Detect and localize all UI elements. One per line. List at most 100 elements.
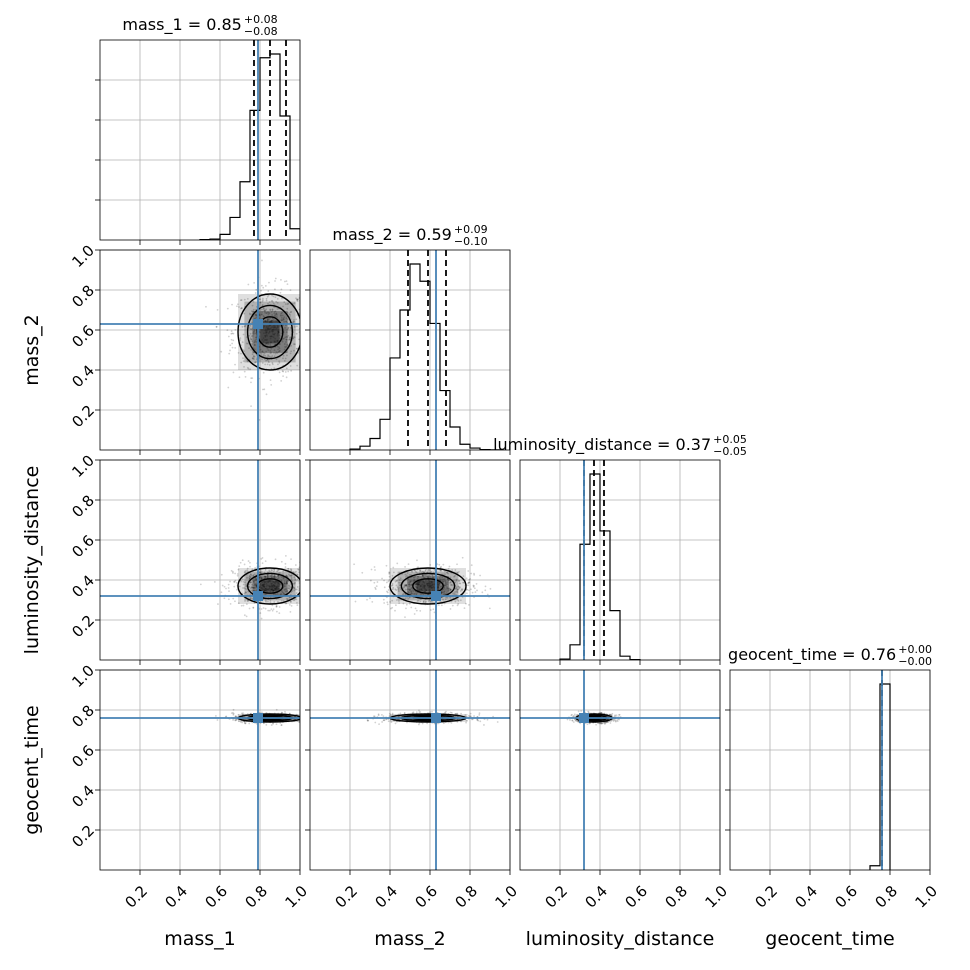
sample-point	[277, 600, 279, 603]
sample-point	[270, 574, 273, 576]
sample-point	[255, 314, 258, 316]
sample-point	[479, 574, 482, 577]
sample-point	[313, 584, 315, 586]
sample-point	[248, 722, 251, 725]
sample-point	[266, 573, 269, 576]
sample-point	[276, 326, 279, 329]
sample-point	[272, 326, 275, 329]
sample-point	[263, 388, 266, 391]
sample-point	[313, 721, 315, 723]
sample-point	[242, 349, 245, 352]
sample-point	[252, 587, 255, 590]
sample-point	[472, 584, 475, 587]
sample-point	[441, 591, 443, 594]
sample-point	[283, 583, 286, 586]
sample-point	[271, 335, 273, 338]
sample-point	[277, 582, 280, 585]
sample-point	[238, 565, 241, 568]
sample-point	[269, 343, 272, 346]
sample-point	[240, 352, 242, 355]
sample-point	[290, 558, 292, 561]
sample-point	[283, 348, 286, 351]
sample-point	[422, 580, 425, 582]
sample-point	[266, 347, 269, 350]
sample-point	[267, 313, 270, 316]
sample-point	[429, 564, 432, 566]
truth-point	[579, 713, 589, 723]
contour-line	[246, 572, 294, 600]
sample-point	[273, 341, 276, 344]
sample-point	[370, 568, 373, 571]
x-tick-label: 0.6	[411, 882, 441, 912]
sample-point	[391, 584, 394, 587]
sample-point	[285, 581, 288, 584]
sample-point	[385, 581, 388, 584]
truth-point	[431, 713, 441, 723]
sample-point	[416, 583, 419, 586]
sample-point	[280, 593, 283, 596]
sample-point	[260, 608, 263, 610]
sample-point	[306, 287, 308, 289]
sample-point	[396, 579, 399, 582]
sample-point	[423, 574, 426, 576]
sample-point	[277, 581, 279, 584]
sample-point	[287, 370, 290, 373]
sample-point	[416, 582, 419, 585]
sample-point	[404, 573, 407, 576]
sample-point	[446, 583, 449, 586]
sample-point	[446, 571, 448, 574]
sample-point	[449, 588, 452, 591]
sample-point	[293, 302, 296, 305]
sample-point	[417, 575, 420, 578]
sample-point	[270, 341, 272, 344]
sample-point	[284, 562, 287, 565]
sample-point	[383, 579, 385, 582]
sample-point	[278, 350, 281, 352]
sample-point	[271, 574, 273, 577]
sample-point	[289, 336, 292, 339]
sample-point	[419, 609, 422, 612]
sample-point	[243, 370, 246, 373]
sample-point	[261, 583, 264, 586]
sample-point	[399, 584, 402, 587]
panel-content	[520, 670, 720, 870]
sample-point	[269, 585, 272, 588]
sample-point	[606, 721, 609, 723]
sample-point	[426, 575, 429, 578]
sample-point	[296, 578, 299, 581]
sample-point	[273, 584, 276, 587]
sample-point	[600, 711, 603, 714]
sample-point	[288, 313, 291, 315]
sample-point	[266, 356, 269, 359]
panel-frame	[99, 249, 301, 451]
sample-point	[276, 345, 279, 348]
sample-point	[399, 577, 402, 580]
sample-point	[229, 349, 231, 352]
sample-point	[391, 606, 394, 609]
sample-point	[408, 574, 411, 576]
sample-point	[271, 579, 273, 582]
sample-point	[398, 581, 401, 584]
sample-point	[600, 722, 603, 725]
sample-point	[292, 582, 295, 585]
sample-point	[429, 711, 432, 713]
sample-point	[258, 308, 261, 311]
sample-point	[430, 587, 433, 589]
y-axis-label-geocent_time: geocent_time	[21, 705, 43, 834]
sample-point	[465, 602, 467, 605]
sample-point	[618, 714, 620, 716]
sample-point	[409, 588, 412, 591]
sample-point	[468, 714, 470, 717]
sample-point	[273, 340, 276, 343]
panel-frame	[309, 669, 511, 871]
sample-point	[286, 582, 288, 584]
sample-point	[245, 342, 248, 345]
sample-point	[419, 580, 422, 583]
sample-point	[238, 585, 241, 588]
sample-point	[295, 298, 298, 301]
sample-point	[439, 569, 442, 572]
sample-point	[431, 574, 434, 576]
sample-point	[284, 346, 287, 349]
sample-point	[410, 590, 413, 593]
sample-point	[413, 578, 416, 581]
